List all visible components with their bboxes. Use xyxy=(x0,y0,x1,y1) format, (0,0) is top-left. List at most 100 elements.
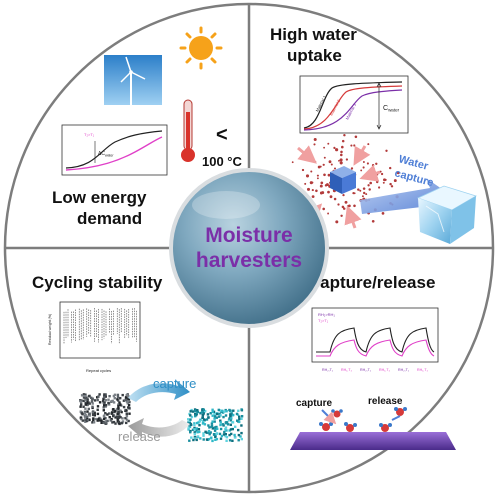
vapor-dot xyxy=(305,174,310,178)
pore-cell xyxy=(126,402,129,405)
condition-label: RH₂,T₁ xyxy=(398,368,410,372)
pore-cell xyxy=(209,412,212,415)
pore-cell xyxy=(91,405,94,408)
pore-cell xyxy=(110,412,114,415)
vapor-dot xyxy=(327,190,330,194)
pore-cell xyxy=(84,419,87,422)
capture-arrow xyxy=(128,380,190,402)
pore-cell xyxy=(217,415,221,418)
surface-substrate xyxy=(290,432,456,450)
vapor-dot xyxy=(393,179,397,183)
vapor-dot xyxy=(291,161,294,164)
pore-cell xyxy=(111,399,114,403)
pore-cell xyxy=(92,419,95,422)
pore-cell xyxy=(104,405,107,408)
vapor-dot xyxy=(322,207,326,211)
pore-cell xyxy=(108,403,111,406)
pore-cell xyxy=(188,419,191,423)
vapor-dot xyxy=(343,133,346,137)
pore-cell xyxy=(117,403,120,406)
vapor-dot xyxy=(340,153,343,157)
pore-cell xyxy=(193,408,197,411)
pore-cell xyxy=(91,402,94,405)
pore-cell xyxy=(225,436,229,439)
pore-cell xyxy=(103,396,106,399)
pore-cell xyxy=(226,423,230,426)
pore-cell xyxy=(97,417,100,421)
vapor-dot xyxy=(378,186,381,189)
pore-cell xyxy=(201,420,205,423)
pore-cell xyxy=(117,416,121,419)
pore-cell xyxy=(239,435,242,438)
pore-cell xyxy=(96,412,100,416)
pore-cell xyxy=(233,436,237,439)
pore-cell xyxy=(80,403,83,406)
pore-cell xyxy=(113,397,116,400)
pore-cell xyxy=(211,410,214,414)
pore-cell xyxy=(125,415,129,418)
pore-cell xyxy=(110,417,113,421)
pore-cell xyxy=(202,408,205,411)
pore-cell xyxy=(224,433,227,436)
energy-mini-chart: T₂>T₁ ΔCwater xyxy=(61,124,168,176)
condition-label: RH₁,T₂ xyxy=(379,368,391,372)
pore-cell xyxy=(213,417,216,420)
pore-cell xyxy=(86,403,89,407)
pore-cell xyxy=(215,432,218,435)
vapor-dot xyxy=(340,150,343,154)
pore-cell xyxy=(187,418,190,421)
vapor-dot xyxy=(323,146,326,149)
pore-cell xyxy=(127,400,130,403)
pore-cell xyxy=(211,408,214,411)
pore-cell xyxy=(83,394,86,398)
vapor-dot xyxy=(329,195,333,199)
pore-cell xyxy=(232,409,235,412)
delta-c-label: ΔCwater xyxy=(98,151,114,158)
pore-cell xyxy=(188,425,192,429)
sun-icon xyxy=(179,26,223,70)
pore-cell xyxy=(222,433,226,436)
pore-cell xyxy=(194,414,197,417)
thermometer-icon xyxy=(181,99,195,162)
center-title-line2: harvesters xyxy=(196,249,302,272)
pore-cell xyxy=(100,421,103,424)
pore-cell xyxy=(112,414,115,418)
pore-cell xyxy=(211,439,214,443)
pore-cell xyxy=(125,418,129,421)
pore-cell xyxy=(122,405,126,409)
pore-cell xyxy=(96,419,99,422)
pore-cell xyxy=(201,411,204,414)
pore-cell xyxy=(229,428,233,431)
pore-cell xyxy=(93,414,96,417)
pore-cell xyxy=(240,431,243,435)
pore-cell xyxy=(216,427,219,430)
porous-material-wet xyxy=(187,408,244,443)
vapor-dot xyxy=(365,193,368,196)
pore-cell xyxy=(86,415,89,418)
vapor-dot xyxy=(337,203,340,206)
pore-cell xyxy=(199,418,202,421)
pore-cell xyxy=(110,411,114,414)
vapor-dot xyxy=(384,178,387,181)
pore-cell xyxy=(88,414,91,417)
pore-cell xyxy=(117,420,121,423)
pore-cell xyxy=(190,408,193,412)
pore-cell xyxy=(199,412,202,415)
pore-cell xyxy=(198,420,201,423)
vapor-dot xyxy=(324,184,328,187)
temp-less-than: < xyxy=(216,124,228,146)
pore-cell xyxy=(240,417,243,420)
vapor-dot xyxy=(333,197,337,201)
pore-cell xyxy=(191,410,195,413)
vapor-dot xyxy=(313,137,317,142)
pore-cell xyxy=(112,408,115,411)
cycling-ylabel: Residual weight (%) xyxy=(48,314,52,345)
pore-cell xyxy=(105,422,108,425)
pore-cell xyxy=(202,411,205,414)
pore-cell xyxy=(232,413,235,417)
pore-cell xyxy=(210,425,213,428)
pore-cell xyxy=(84,416,87,419)
pore-cell xyxy=(214,438,217,441)
pore-cell xyxy=(207,424,210,427)
pore-cell xyxy=(106,413,109,416)
